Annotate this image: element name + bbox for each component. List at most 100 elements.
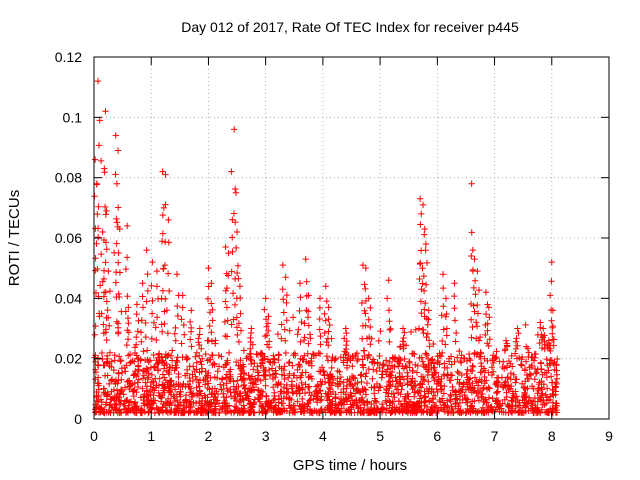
- data-point: [196, 369, 203, 376]
- data-point: [92, 366, 99, 373]
- data-point: [471, 255, 478, 263]
- data-point: [362, 264, 370, 272]
- data-point: [538, 386, 546, 393]
- data-point: [262, 382, 269, 390]
- data-point: [316, 295, 324, 302]
- data-point: [402, 400, 410, 407]
- data-point: [278, 335, 285, 342]
- data-point: [290, 408, 298, 416]
- data-point: [416, 260, 424, 268]
- data-point: [538, 365, 545, 373]
- data-point: [400, 345, 407, 352]
- data-point: [387, 325, 394, 333]
- data-point: [409, 375, 416, 382]
- data-point: [157, 394, 165, 402]
- data-point: [514, 342, 521, 349]
- data-point: [103, 393, 111, 400]
- data-point: [195, 341, 203, 349]
- data-point: [417, 298, 425, 305]
- data-point: [280, 309, 288, 316]
- data-point: [362, 310, 369, 317]
- data-point: [100, 275, 108, 283]
- data-point: [240, 369, 248, 377]
- data-point: [148, 282, 155, 289]
- data-point: [298, 379, 305, 387]
- data-point: [356, 397, 363, 404]
- data-point: [145, 358, 152, 366]
- data-point: [263, 331, 271, 339]
- data-point: [550, 386, 557, 394]
- data-point: [140, 348, 147, 355]
- data-point: [443, 325, 451, 332]
- data-point: [499, 363, 506, 371]
- data-point: [135, 376, 142, 383]
- data-point: [264, 407, 271, 414]
- data-point: [196, 331, 203, 338]
- data-point: [325, 375, 332, 382]
- data-point: [281, 363, 288, 370]
- data-point: [535, 387, 542, 395]
- data-point: [211, 390, 218, 398]
- data-point: [127, 358, 135, 366]
- data-point: [337, 373, 345, 381]
- data-point: [422, 240, 430, 248]
- data-point: [376, 352, 383, 360]
- data-point: [420, 329, 427, 337]
- data-point: [223, 333, 231, 340]
- data-point: [225, 349, 233, 357]
- data-point: [100, 321, 107, 328]
- data-point: [318, 364, 326, 371]
- data-point: [205, 264, 212, 272]
- data-point: [550, 405, 558, 413]
- data-point: [359, 385, 366, 393]
- data-point: [102, 401, 110, 408]
- data-point: [322, 409, 329, 416]
- data-point: [404, 369, 411, 377]
- data-point: [422, 281, 430, 288]
- data-point: [237, 357, 244, 364]
- data-point: [183, 356, 190, 363]
- data-point: [281, 337, 289, 344]
- data-point: [139, 293, 146, 300]
- data-point: [533, 369, 540, 376]
- data-point: [299, 395, 306, 403]
- data-point: [285, 389, 292, 396]
- data-point: [112, 132, 119, 139]
- data-point: [465, 376, 472, 383]
- data-point: [425, 307, 432, 314]
- data-point: [150, 319, 158, 326]
- data-point: [103, 336, 110, 344]
- data-point: [468, 334, 475, 341]
- data-point: [289, 390, 297, 397]
- data-point: [107, 396, 114, 403]
- data-point: [358, 299, 366, 307]
- data-point: [446, 396, 454, 403]
- data-point: [92, 255, 99, 262]
- data-point: [409, 402, 416, 409]
- data-point: [187, 385, 195, 392]
- data-point: [291, 409, 299, 416]
- data-point: [235, 320, 243, 327]
- data-point: [231, 301, 239, 309]
- data-point: [543, 369, 550, 376]
- data-point: [295, 387, 302, 394]
- data-point: [325, 328, 332, 335]
- data-point: [322, 317, 329, 324]
- data-point: [420, 272, 428, 280]
- data-point: [99, 278, 106, 285]
- data-point: [539, 333, 546, 341]
- data-point: [207, 356, 214, 363]
- data-point: [507, 370, 515, 377]
- data-point: [278, 400, 285, 407]
- data-point: [307, 392, 315, 399]
- data-point: [469, 323, 476, 331]
- data-point: [467, 357, 474, 364]
- data-point: [449, 383, 456, 391]
- data-point: [182, 397, 189, 404]
- data-point: [548, 258, 555, 266]
- data-point: [245, 409, 252, 417]
- data-point: [95, 142, 103, 149]
- data-point: [328, 364, 335, 372]
- data-point: [160, 381, 167, 389]
- data-point: [169, 347, 176, 354]
